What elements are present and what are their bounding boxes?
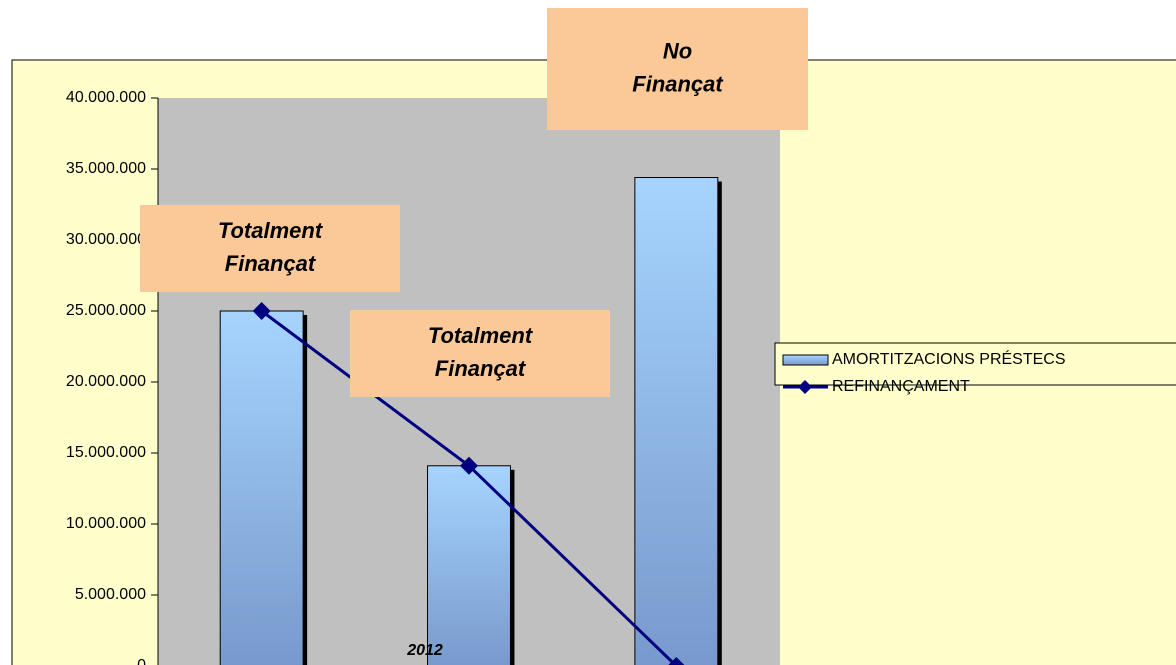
annotation-box [140,205,400,292]
y-tick-label: 5.000.000 [75,586,146,603]
annotation-text: Finançat [225,251,317,276]
x-tick-label: 2012 [406,642,443,659]
legend-marker [798,380,812,394]
marker [668,657,685,665]
y-tick-label: 10.000.000 [66,515,146,532]
annotation-text: Finançat [435,356,527,381]
annotation-text: Finançat [632,71,724,96]
y-tick-label: 0 [137,657,146,665]
y-tick-label: 25.000.000 [66,302,146,319]
legend-label: REFINANÇAMENT [832,378,970,395]
bar [427,465,511,665]
annotation-text: No [663,38,692,63]
y-tick-label: 35.000.000 [66,160,146,177]
annotation-text: Totalment [218,218,324,243]
y-tick-label: 40.000.000 [66,89,146,106]
bar [634,177,719,665]
marker [252,302,271,320]
y-tick-label: 15.000.000 [66,444,146,461]
y-tick-label: 30.000.000 [66,231,146,248]
marker [460,456,478,475]
legend [774,342,1176,386]
bar [219,310,304,665]
annotation-box [547,8,808,130]
y-tick-label: 20.000.000 [66,373,146,390]
annotation-box [350,310,610,397]
legend-label: AMORTITZACIONS PRÉSTECS [832,349,1066,368]
annotation-text: Totalment [428,323,534,348]
legend-swatch [782,354,829,366]
